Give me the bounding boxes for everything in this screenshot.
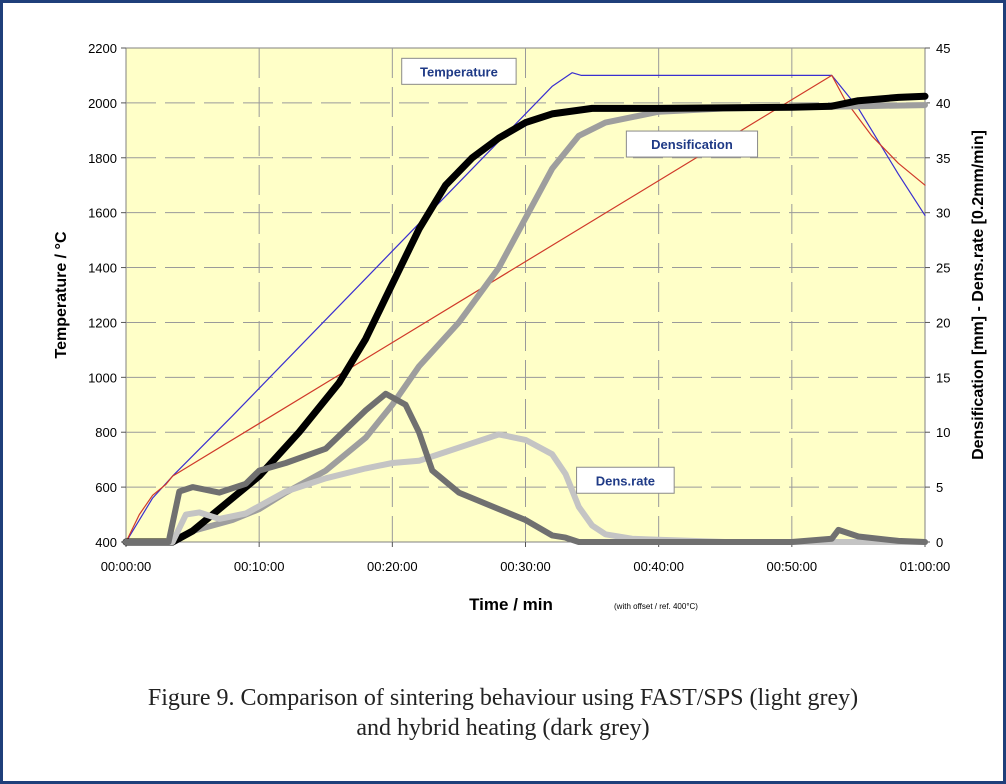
chart: 00:00:00 00:10:00 00:20:00 00:30:00 00:40:00…: [53, 41, 987, 614]
y-tick-label-left: 400: [95, 535, 117, 550]
y-tick-label-left: 1000: [88, 370, 117, 385]
y-tick-label-left: 800: [95, 425, 117, 440]
caption-line-1: Figure 9. Comparison of sintering behavi…: [147, 685, 859, 711]
y-tick-label-left: 600: [95, 480, 117, 495]
y-tick-label-right: 5: [936, 480, 943, 495]
x-tick-label: 00:10:00: [234, 559, 285, 574]
annotation-box: [625, 130, 759, 158]
x-axis-note: (with offset / ref. 400°C): [614, 602, 698, 611]
figure-caption: Figure 9. Comparison of sintering behavi…: [0, 683, 1006, 743]
y-tick-label-left: 1400: [88, 261, 117, 276]
x-tick-label: 00:40:00: [633, 559, 684, 574]
annotation-label: Temperature: [420, 64, 498, 79]
annotation-box: [401, 57, 517, 85]
x-axis-title: Time / min: [469, 595, 553, 614]
y-tick-label-right: 10: [936, 425, 950, 440]
x-tick-label: 00:50:00: [767, 559, 818, 574]
y-tick-label-right: 45: [936, 41, 950, 56]
y-tick-label-right: 30: [936, 206, 950, 221]
series-line-2: [125, 74, 926, 543]
y-tick-label-right: 15: [936, 370, 950, 385]
series-line-5: [123, 431, 928, 545]
y-tick-label-right: 0: [936, 535, 943, 550]
y-tick-label-right: 25: [936, 261, 950, 276]
y-tick-label-left: 1800: [88, 151, 117, 166]
x-tick-label: 00:30:00: [500, 559, 551, 574]
x-tick-label: 00:00:00: [101, 559, 152, 574]
series-line-1: [125, 72, 926, 543]
y-axis-title-left: Temperature / °C: [53, 231, 70, 358]
y-tick-label-left: 1200: [88, 315, 117, 330]
annotation-label: Dens.rate: [596, 473, 655, 488]
y-tick-label-right: 20: [936, 315, 950, 330]
x-tick-label: 01:00:00: [900, 559, 951, 574]
series-line-6: [123, 390, 928, 545]
annotation-label: Densification: [651, 137, 733, 152]
y-axis-title-right: Densification [mm] - Dens.rate [0.2mm/mi…: [970, 130, 987, 460]
annotation-box: [576, 466, 675, 494]
y-tick-label-left: 2200: [88, 41, 117, 56]
y-tick-label-right: 35: [936, 151, 950, 166]
x-tick-label: 00:20:00: [367, 559, 418, 574]
caption-line-2: and hybrid heating (dark grey): [356, 715, 650, 741]
y-tick-label-left: 1600: [88, 206, 117, 221]
y-tick-label-left: 2000: [88, 96, 117, 111]
series-line-4: [122, 92, 929, 546]
y-tick-label-right: 40: [936, 96, 950, 111]
